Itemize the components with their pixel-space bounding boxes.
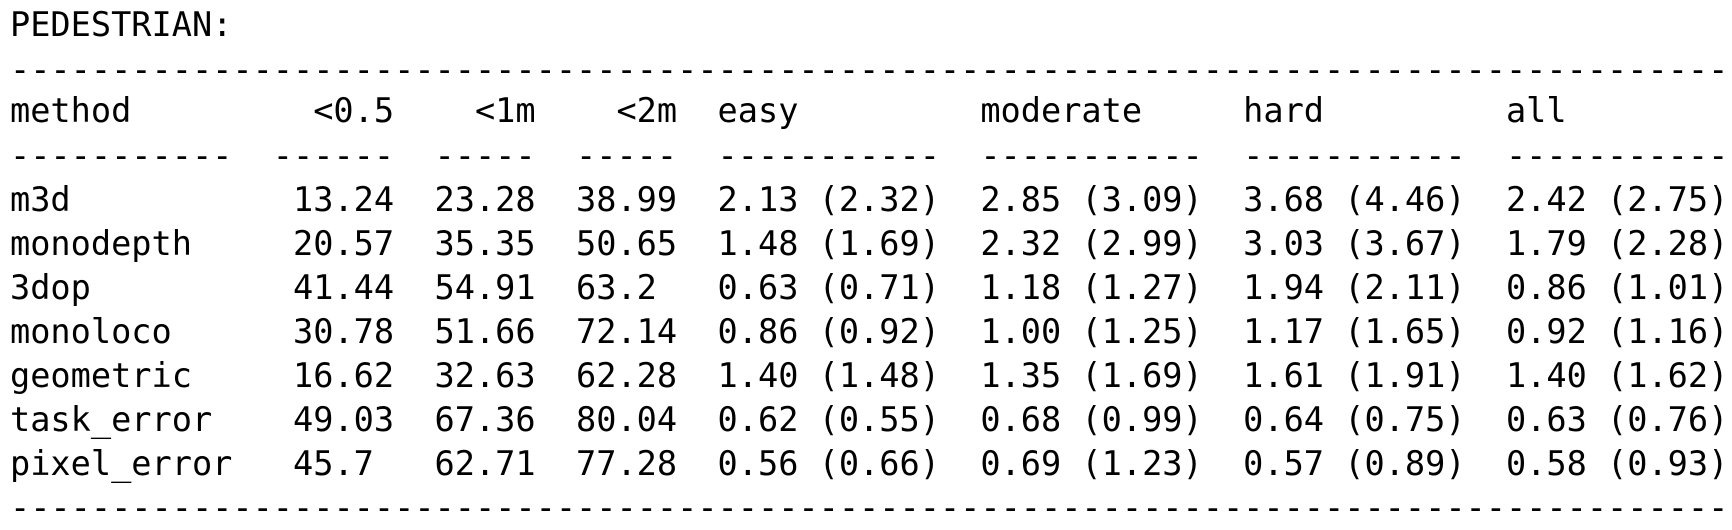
underline-hard: ----------- [1243,136,1466,175]
cell-easy: 0.62 (0.55) [717,400,940,439]
cell-lt-0-5: 16.62 [293,356,395,395]
cell-hard: 3.68 (4.46) [1243,180,1466,219]
cell-lt-0-5: 45.7 [293,444,374,483]
cell-hard: 1.94 (2.11) [1243,268,1466,307]
header-easy: easy [717,91,799,130]
separator-top: ----------------------------------------… [10,50,1729,89]
header-hard: hard [1243,91,1325,130]
cell-hard: 3.03 (3.67) [1243,224,1466,263]
cell-lt-0-5: 41.44 [293,268,395,307]
table-row: geometric 16.62 32.63 62.28 1.40 (1.48) 1.35 … [10,354,1730,398]
cell-method: task_error [10,400,213,439]
table-row: monoloco 30.78 51.66 72.14 0.86 (0.92) 1.00 (… [10,310,1730,354]
separator-bottom: ----------------------------------------… [10,488,1729,527]
cell-lt-0-5: 49.03 [293,400,395,439]
table-header: method <0.5 <1m <2m easy moderate hard all [10,89,1730,133]
cell-method: monodepth [10,224,192,263]
cell-easy: 2.13 (2.32) [717,180,940,219]
header-method: method [10,91,132,130]
underline-method: ----------- [10,136,233,175]
underline-all: ----------- [1505,136,1729,175]
underline-lt-2m: ----- [576,136,678,175]
header-lt-0-5: <0.5 [313,91,395,130]
cell-hard: 0.57 (0.89) [1243,444,1466,483]
cell-lt-1m: 62.71 [434,444,536,483]
cell-all: 2.42 (2.75) [1505,180,1729,219]
cell-lt-1m: 23.28 [434,180,536,219]
cell-lt-2m: 77.28 [576,444,678,483]
cell-lt-2m: 38.99 [576,180,678,219]
cell-easy: 1.48 (1.69) [717,224,940,263]
cell-hard: 1.17 (1.65) [1243,312,1466,351]
cell-lt-1m: 51.66 [434,312,536,351]
section-title: PEDESTRIAN: [10,5,233,44]
cell-hard: 0.64 (0.75) [1243,400,1466,439]
cell-lt-0-5: 13.24 [293,180,395,219]
cell-all: 0.92 (1.16) [1505,312,1729,351]
table-row: m3d 13.24 23.28 38.99 2.13 (2.32) 2.85 (3.09)… [10,178,1730,222]
cell-easy: 0.63 (0.71) [717,268,940,307]
header-all: all [1505,91,1567,130]
cell-all: 1.40 (1.62) [1505,356,1729,395]
cell-method: geometric [10,356,192,395]
underline-moderate: ----------- [980,136,1203,175]
cell-easy: 0.86 (0.92) [717,312,940,351]
cell-lt-2m: 62.28 [576,356,678,395]
cell-easy: 0.56 (0.66) [717,444,940,483]
header-underline: ----------- ------ ----- ----- ----------- --… [10,134,1730,178]
cell-method: 3dop [10,268,91,307]
underline-easy: ----------- [717,136,940,175]
cell-lt-1m: 35.35 [434,224,536,263]
cell-all: 0.58 (0.93) [1505,444,1729,483]
cell-moderate: 1.35 (1.69) [980,356,1203,395]
cell-lt-1m: 67.36 [434,400,536,439]
underline-lt-1m: ----- [434,136,536,175]
table-row: pixel_error 45.7 62.71 77.28 0.56 (0.66) 0.69… [10,442,1730,486]
cell-moderate: 2.32 (2.99) [980,224,1203,263]
cell-all: 0.63 (0.76) [1505,400,1729,439]
cell-method: monoloco [10,312,172,351]
underline-lt-0-5: ------ [272,136,395,175]
cell-lt-0-5: 30.78 [293,312,395,351]
cell-lt-0-5: 20.57 [293,224,395,263]
cell-all: 0.86 (1.01) [1505,268,1729,307]
table-row: 3dop 41.44 54.91 63.2 0.63 (0.71) 1.18 (1.27)… [10,266,1730,310]
cell-moderate: 0.68 (0.99) [980,400,1203,439]
cell-moderate: 1.18 (1.27) [980,268,1203,307]
cell-moderate: 2.85 (3.09) [980,180,1203,219]
cell-lt-2m: 50.65 [576,224,678,263]
header-lt-2m: <2m [616,91,678,130]
cell-lt-2m: 63.2 [576,268,657,307]
cell-method: m3d [10,180,71,219]
cell-method: pixel_error [10,444,233,483]
cell-hard: 1.61 (1.91) [1243,356,1466,395]
cell-all: 1.79 (2.28) [1505,224,1729,263]
cell-lt-1m: 54.91 [434,268,536,307]
cell-moderate: 0.69 (1.23) [980,444,1203,483]
header-moderate: moderate [980,91,1143,130]
table-row: task_error 49.03 67.36 80.04 0.62 (0.55) 0.68… [10,398,1730,442]
cell-moderate: 1.00 (1.25) [980,312,1203,351]
cell-lt-1m: 32.63 [434,356,536,395]
table-row: monodepth 20.57 35.35 50.65 1.48 (1.69) 2.32 … [10,222,1730,266]
header-lt-1m: <1m [474,91,536,130]
cell-lt-2m: 80.04 [576,400,678,439]
cell-lt-2m: 72.14 [576,312,678,351]
cell-easy: 1.40 (1.48) [717,356,940,395]
